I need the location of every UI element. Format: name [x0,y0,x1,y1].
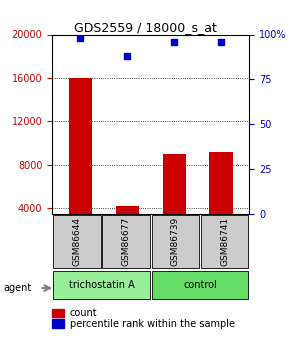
FancyBboxPatch shape [152,215,199,268]
Bar [209,152,233,252]
Text: GSM86741: GSM86741 [220,217,229,266]
Point [125,53,130,59]
FancyBboxPatch shape [53,215,101,268]
Text: GSM86677: GSM86677 [122,217,131,266]
Text: percentile rank within the sample: percentile rank within the sample [70,319,235,328]
FancyBboxPatch shape [102,215,150,268]
Text: count: count [70,308,97,318]
Bar [69,78,92,252]
Text: agent: agent [3,283,31,293]
Bar [162,154,186,252]
Bar [116,206,139,252]
FancyBboxPatch shape [201,215,249,268]
FancyBboxPatch shape [53,270,150,298]
Text: GDS2559 / 18000_s_at: GDS2559 / 18000_s_at [74,21,216,34]
Text: GSM86644: GSM86644 [72,217,81,266]
Point [219,39,224,45]
Text: GSM86739: GSM86739 [171,217,180,266]
Text: control: control [183,280,217,289]
Point [78,35,83,41]
FancyBboxPatch shape [152,270,249,298]
Point [172,39,177,45]
Text: trichostatin A: trichostatin A [69,280,134,289]
